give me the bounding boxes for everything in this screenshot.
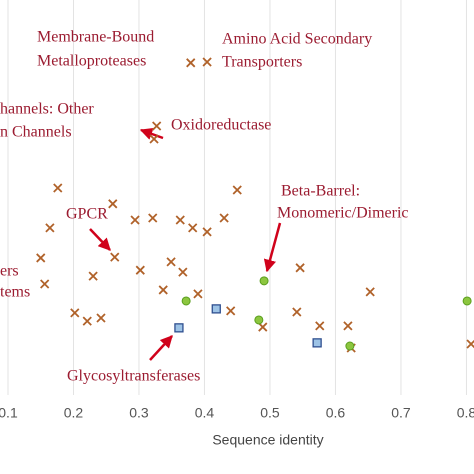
x-tick-label: 0.2	[64, 405, 84, 421]
point	[82, 316, 92, 326]
point	[219, 213, 229, 223]
x-tick-label: 0.6	[326, 405, 346, 421]
x-axis-label: Sequence identity	[212, 432, 323, 448]
annotation: Monomeric/Dimeric	[277, 205, 409, 222]
point	[193, 289, 203, 299]
x-tick-label: 0.4	[195, 405, 215, 421]
point	[96, 313, 106, 323]
x-tick-label: 0.8	[457, 405, 474, 421]
annotation: hannels: Other	[0, 101, 94, 118]
point	[130, 215, 140, 225]
x-tick-label: 0.7	[391, 405, 411, 421]
annotation: Transporters	[222, 54, 302, 71]
point	[135, 265, 145, 275]
point	[312, 338, 322, 348]
point	[202, 57, 212, 67]
arrow	[263, 222, 282, 273]
annotation: tems	[0, 284, 30, 301]
point	[45, 223, 55, 233]
point	[202, 227, 212, 237]
point	[315, 321, 325, 331]
point	[188, 223, 198, 233]
x-tick-label: 0.1	[0, 405, 18, 421]
annotation: Metalloproteases	[37, 53, 146, 70]
x-tick-label: 0.3	[129, 405, 149, 421]
point	[232, 185, 242, 195]
point	[108, 199, 118, 209]
annotation: GPCR	[66, 206, 108, 223]
point	[259, 276, 269, 286]
point	[175, 215, 185, 225]
point	[152, 121, 162, 131]
point	[166, 257, 176, 267]
point	[292, 307, 302, 317]
annotation: Membrane-Bound	[37, 29, 154, 46]
annotation: ers	[0, 263, 19, 280]
point	[70, 308, 80, 318]
arrow	[149, 335, 173, 361]
point	[186, 58, 196, 68]
point	[295, 263, 305, 273]
point	[88, 271, 98, 281]
point	[343, 321, 353, 331]
point	[174, 323, 184, 333]
point	[466, 339, 474, 349]
point	[365, 287, 375, 297]
point	[462, 296, 472, 306]
point	[345, 341, 355, 351]
point	[258, 322, 268, 332]
point	[181, 296, 191, 306]
annotation: Beta-Barrel:	[281, 183, 360, 200]
arrow	[139, 127, 164, 140]
point	[40, 279, 50, 289]
point	[158, 285, 168, 295]
point	[53, 183, 63, 193]
annotation: Oxidoreductase	[171, 117, 271, 134]
arrow	[89, 228, 111, 251]
annotation: Amino Acid Secondary	[222, 31, 372, 48]
point	[148, 213, 158, 223]
x-tick-label: 0.5	[260, 405, 280, 421]
annotation: n Channels	[0, 124, 72, 141]
point	[110, 252, 120, 262]
point	[211, 304, 221, 314]
point	[226, 306, 236, 316]
point	[36, 253, 46, 263]
annotation: Glycosyltransferases	[67, 368, 200, 385]
point	[178, 267, 188, 277]
point	[254, 315, 264, 325]
point	[149, 134, 159, 144]
